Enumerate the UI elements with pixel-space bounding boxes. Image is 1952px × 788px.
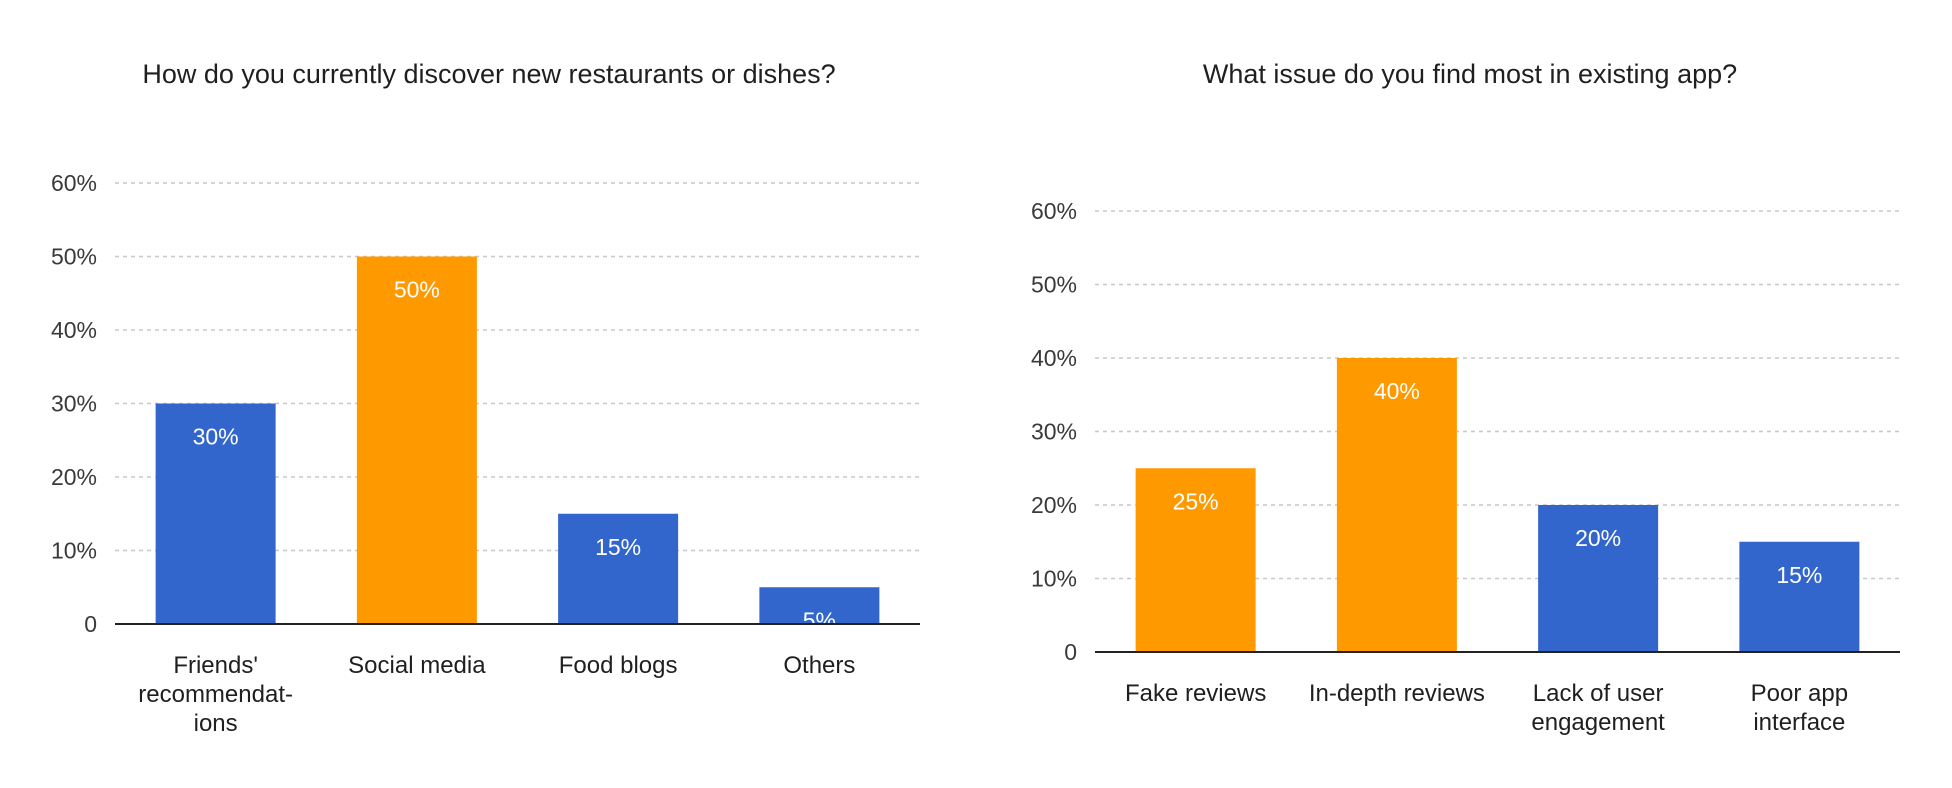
discovery-chart: How do you currently discover new restau… bbox=[51, 59, 920, 737]
app-issue-chart: What issue do you find most in existing … bbox=[1031, 59, 1900, 736]
y-tick-label: 0 bbox=[1064, 639, 1077, 665]
y-tick-label: 30% bbox=[51, 391, 97, 417]
x-category-label: In-depth reviews bbox=[1309, 680, 1485, 707]
y-tick-label: 10% bbox=[51, 538, 97, 564]
x-category-label: interface bbox=[1753, 709, 1845, 736]
x-category-label: Others bbox=[783, 652, 855, 679]
bar-value-label: 15% bbox=[1776, 562, 1822, 588]
bar-value-label: 50% bbox=[394, 277, 440, 303]
x-category-label: Food blogs bbox=[559, 652, 678, 679]
x-category-label: engagement bbox=[1531, 709, 1665, 736]
bar bbox=[155, 403, 276, 624]
x-category-label: Poor app bbox=[1751, 680, 1848, 707]
bar-value-label: 15% bbox=[595, 534, 641, 560]
y-tick-label: 20% bbox=[51, 464, 97, 490]
bar bbox=[558, 513, 679, 624]
y-tick-label: 30% bbox=[1031, 419, 1077, 445]
bar-value-label: 30% bbox=[193, 424, 239, 450]
bar-value-label: 5% bbox=[803, 607, 836, 633]
y-tick-label: 50% bbox=[1031, 272, 1077, 298]
bar-value-label: 25% bbox=[1173, 488, 1219, 514]
x-category-label: Friends' bbox=[173, 652, 258, 679]
bar bbox=[1135, 468, 1256, 652]
chart-title: How do you currently discover new restau… bbox=[142, 59, 835, 89]
y-tick-label: 60% bbox=[51, 170, 97, 196]
bar-value-label: 20% bbox=[1575, 525, 1621, 551]
x-category-label: Lack of user bbox=[1533, 680, 1664, 707]
y-tick-label: 50% bbox=[51, 244, 97, 270]
x-category-label: recommendat- bbox=[138, 681, 293, 708]
y-tick-label: 40% bbox=[51, 317, 97, 343]
bar bbox=[1336, 358, 1457, 652]
y-tick-label: 20% bbox=[1031, 492, 1077, 518]
x-category-label: Social media bbox=[348, 652, 486, 679]
bar bbox=[1538, 505, 1659, 652]
y-tick-label: 0 bbox=[84, 611, 97, 637]
chart-title: What issue do you find most in existing … bbox=[1203, 59, 1737, 89]
bar bbox=[1739, 541, 1860, 652]
bar-value-label: 40% bbox=[1374, 378, 1420, 404]
y-tick-label: 40% bbox=[1031, 345, 1077, 371]
y-tick-label: 60% bbox=[1031, 198, 1077, 224]
bar bbox=[759, 587, 880, 624]
x-category-label: Fake reviews bbox=[1125, 680, 1266, 707]
bar bbox=[356, 256, 477, 624]
y-tick-label: 10% bbox=[1031, 566, 1077, 592]
x-category-label: ions bbox=[194, 710, 238, 737]
